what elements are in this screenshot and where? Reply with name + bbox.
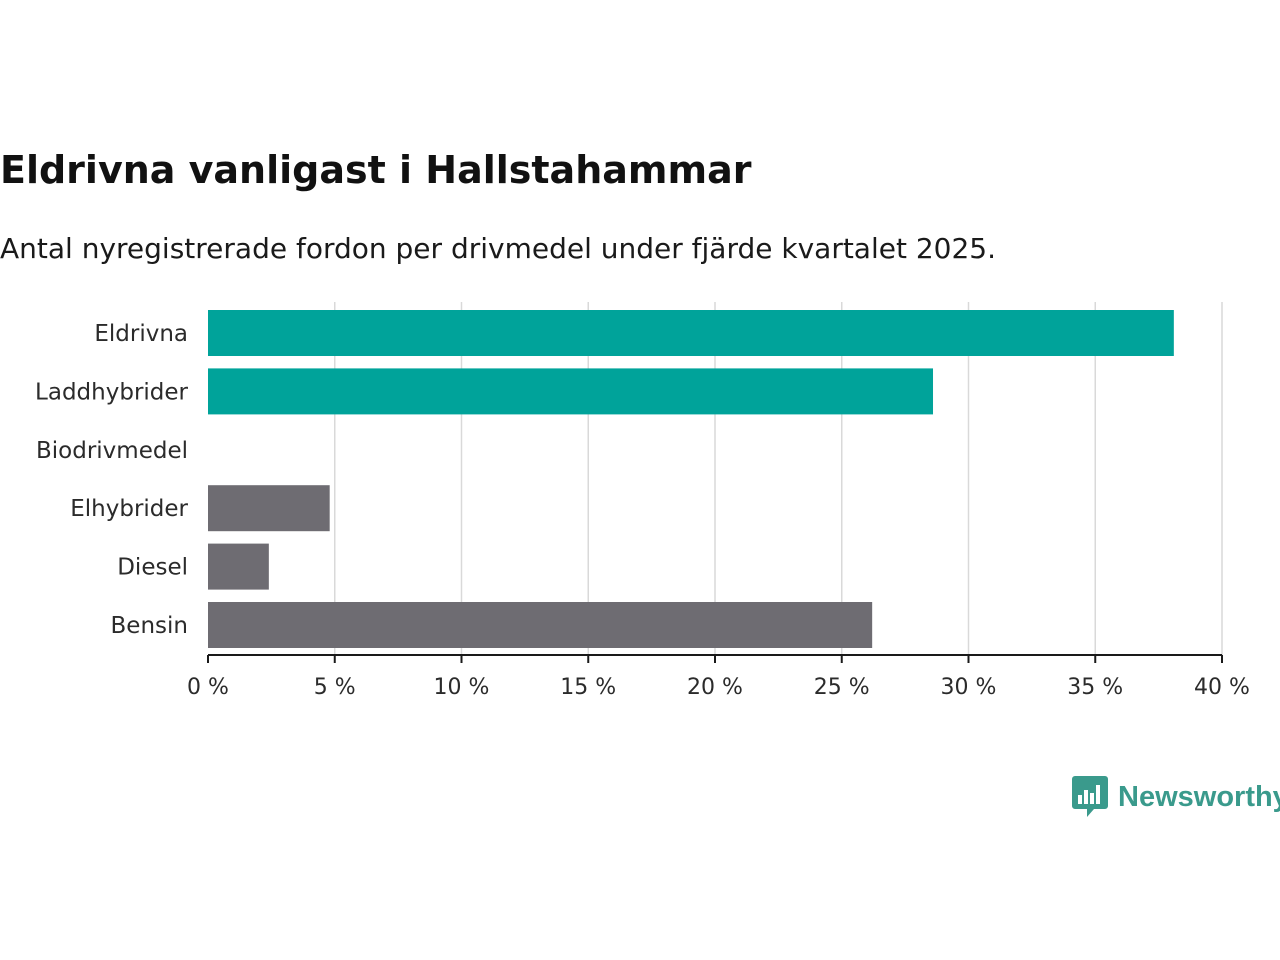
category-label: Laddhybrider (35, 379, 188, 405)
bar-laddhybrider (208, 368, 934, 415)
bars (208, 310, 1174, 648)
category-labels: Eldrivna Laddhybrider Biodrivmedel Elhybrid… (35, 321, 188, 639)
x-tick-label: 5 % (314, 675, 356, 700)
newsworthy-chart-icon (1072, 776, 1108, 817)
x-tick-label: 40 % (1194, 675, 1250, 700)
x-tick-label: 20 % (687, 675, 743, 700)
bar-diesel (208, 543, 269, 590)
x-tick-label: 0 % (187, 675, 229, 700)
category-label: Biodrivmedel (36, 438, 188, 464)
brand-logo: Newsworthy (1072, 776, 1280, 818)
x-axis: 0 % 5 % 10 % 15 % 20 % 25 % 30 % 35 % 40 % (187, 654, 1250, 700)
chart-subtitle: Antal nyregistrerade fordon per drivmede… (0, 232, 997, 265)
category-label: Elhybrider (70, 496, 188, 522)
bar-eldrivna (208, 310, 1174, 356)
category-label: Bensin (111, 613, 188, 639)
category-label: Diesel (117, 555, 188, 581)
bar-chart: Eldrivna Laddhybrider Biodrivmedel Elhybrid… (35, 302, 1250, 700)
x-tick-label: 25 % (814, 675, 870, 700)
x-tick-label: 30 % (941, 675, 997, 700)
bar-bensin (208, 602, 873, 648)
x-tick-label: 15 % (560, 675, 616, 700)
x-tick-label: 35 % (1067, 675, 1123, 700)
chart-title: Eldrivna vanligast i Hallstahammar (0, 148, 752, 192)
category-label: Eldrivna (94, 321, 188, 347)
brand-name: Newsworthy (1118, 780, 1280, 813)
gridlines (334, 302, 1223, 655)
bar-elhybrider (208, 485, 330, 532)
x-tick-label: 10 % (434, 675, 490, 700)
